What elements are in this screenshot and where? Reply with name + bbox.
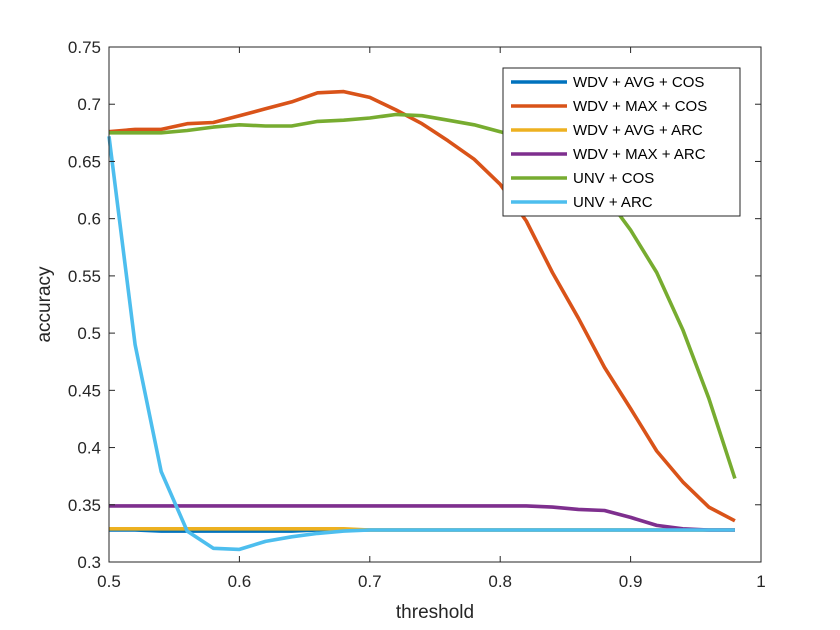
x-tick-label: 0.8 bbox=[488, 572, 512, 591]
legend-entry-label: UNV + ARC bbox=[573, 194, 653, 211]
y-tick-label: 0.5 bbox=[77, 324, 101, 343]
series-line-2 bbox=[108, 89, 736, 523]
legend-box bbox=[502, 67, 741, 217]
y-tick-label: 0.35 bbox=[68, 496, 101, 515]
y-tick-label: 0.55 bbox=[68, 267, 101, 286]
x-tick-label: 1 bbox=[756, 572, 765, 591]
y-tick-label: 0.7 bbox=[77, 95, 101, 114]
series-line-4 bbox=[109, 504, 735, 532]
x-tick-label: 0.6 bbox=[228, 572, 252, 591]
y-axis-label: accuracy bbox=[34, 266, 55, 343]
y-tick-label: 0.3 bbox=[77, 553, 101, 572]
legend-entry-label: WDV + AVG + ARC bbox=[573, 122, 703, 139]
plot-area-frame bbox=[108, 46, 762, 563]
x-axis-label: threshold bbox=[396, 602, 474, 623]
legend-entry-label: WDV + MAX + ARC bbox=[573, 146, 706, 163]
y-tick-label: 0.6 bbox=[77, 210, 101, 229]
y-tick-label: 0.4 bbox=[77, 439, 101, 458]
series-layer bbox=[107, 89, 737, 552]
series-line-5 bbox=[109, 112, 737, 480]
x-tick-label: 0.5 bbox=[97, 572, 121, 591]
legend-entry-label: WDV + AVG + COS bbox=[573, 74, 704, 91]
axis-ticks: 0.5 0.6 0.7 0.8 0.9 1 0.3 0.35 0.4 0.45 0.5 0.55 0.6… bbox=[68, 38, 766, 591]
legend-entry-label: WDV + MAX + COS bbox=[573, 98, 707, 115]
legend-entry-label: UNV + COS bbox=[573, 170, 654, 187]
x-tick-label: 0.7 bbox=[358, 572, 382, 591]
y-tick-label: 0.75 bbox=[68, 38, 101, 57]
series-line-6 bbox=[107, 136, 735, 552]
legend: WDV + AVG + COS WDV + MAX + COS WDV + AVG … bbox=[502, 67, 741, 217]
y-tick-label: 0.65 bbox=[68, 152, 101, 171]
x-tick-label: 0.9 bbox=[619, 572, 643, 591]
y-tick-label: 0.45 bbox=[68, 381, 101, 400]
